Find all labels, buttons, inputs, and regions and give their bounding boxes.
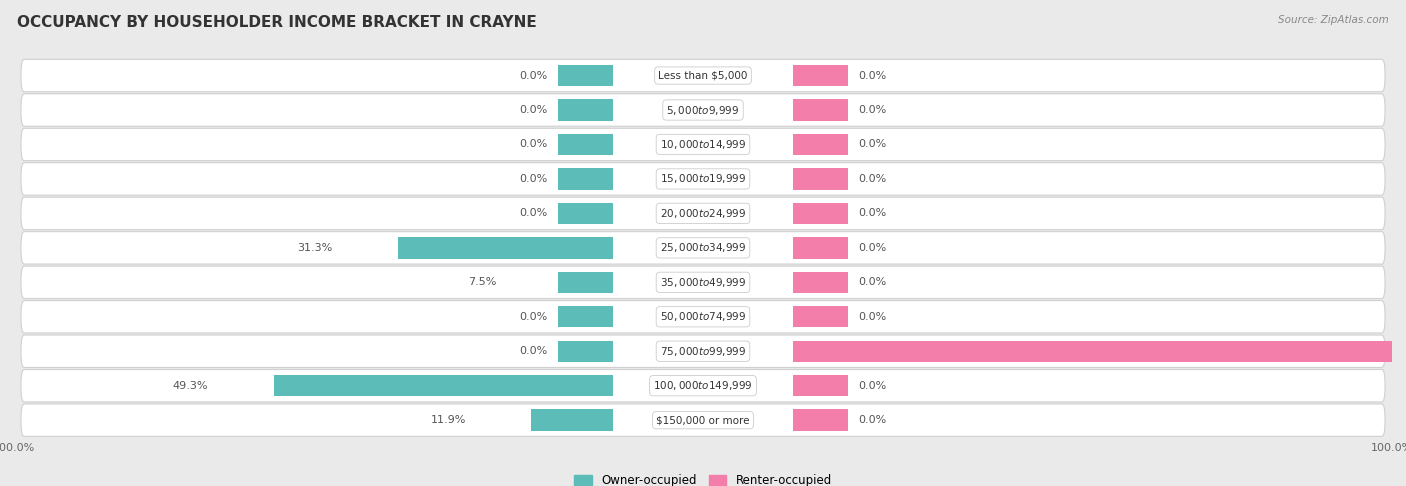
Text: 0.0%: 0.0% <box>858 139 886 150</box>
FancyBboxPatch shape <box>21 163 1385 195</box>
Text: Source: ZipAtlas.com: Source: ZipAtlas.com <box>1278 15 1389 25</box>
Text: 49.3%: 49.3% <box>173 381 208 391</box>
Text: $20,000 to $24,999: $20,000 to $24,999 <box>659 207 747 220</box>
Text: 0.0%: 0.0% <box>520 312 548 322</box>
Text: $50,000 to $74,999: $50,000 to $74,999 <box>659 310 747 323</box>
Text: 0.0%: 0.0% <box>858 381 886 391</box>
Legend: Owner-occupied, Renter-occupied: Owner-occupied, Renter-occupied <box>569 469 837 486</box>
Bar <box>558 134 613 155</box>
Text: 0.0%: 0.0% <box>858 415 886 425</box>
Bar <box>793 65 848 86</box>
Bar <box>793 410 848 431</box>
Bar <box>398 237 613 259</box>
FancyBboxPatch shape <box>21 335 1385 367</box>
Text: 0.0%: 0.0% <box>520 139 548 150</box>
Bar <box>793 306 848 328</box>
Text: 0.0%: 0.0% <box>520 346 548 356</box>
Text: 0.0%: 0.0% <box>520 174 548 184</box>
Text: 0.0%: 0.0% <box>858 278 886 287</box>
Bar <box>274 375 613 397</box>
Text: $75,000 to $99,999: $75,000 to $99,999 <box>659 345 747 358</box>
Text: 31.3%: 31.3% <box>297 243 332 253</box>
Bar <box>558 65 613 86</box>
FancyBboxPatch shape <box>21 266 1385 298</box>
Text: Less than $5,000: Less than $5,000 <box>658 70 748 81</box>
Text: 0.0%: 0.0% <box>520 208 548 218</box>
Text: $5,000 to $9,999: $5,000 to $9,999 <box>666 104 740 117</box>
Text: 0.0%: 0.0% <box>858 312 886 322</box>
Bar <box>793 99 848 121</box>
Text: $35,000 to $49,999: $35,000 to $49,999 <box>659 276 747 289</box>
Text: 0.0%: 0.0% <box>520 70 548 81</box>
Bar <box>793 341 1406 362</box>
Bar <box>793 341 848 362</box>
FancyBboxPatch shape <box>21 404 1385 436</box>
Bar <box>531 410 613 431</box>
Bar <box>558 272 613 293</box>
FancyBboxPatch shape <box>21 128 1385 161</box>
Text: 0.0%: 0.0% <box>858 70 886 81</box>
Text: 0.0%: 0.0% <box>858 174 886 184</box>
Bar <box>562 272 613 293</box>
Bar <box>558 375 613 397</box>
Text: $15,000 to $19,999: $15,000 to $19,999 <box>659 173 747 186</box>
Bar <box>793 168 848 190</box>
FancyBboxPatch shape <box>21 197 1385 229</box>
Bar <box>558 237 613 259</box>
Text: OCCUPANCY BY HOUSEHOLDER INCOME BRACKET IN CRAYNE: OCCUPANCY BY HOUSEHOLDER INCOME BRACKET … <box>17 15 537 30</box>
Text: $150,000 or more: $150,000 or more <box>657 415 749 425</box>
Bar <box>558 410 613 431</box>
Bar <box>793 134 848 155</box>
Bar <box>793 272 848 293</box>
Bar <box>558 203 613 224</box>
Text: 11.9%: 11.9% <box>430 415 465 425</box>
Bar <box>558 306 613 328</box>
Bar <box>558 341 613 362</box>
Bar <box>793 237 848 259</box>
Text: $25,000 to $34,999: $25,000 to $34,999 <box>659 242 747 254</box>
Text: 0.0%: 0.0% <box>520 105 548 115</box>
Text: 0.0%: 0.0% <box>858 105 886 115</box>
Bar <box>793 203 848 224</box>
FancyBboxPatch shape <box>21 369 1385 402</box>
Bar <box>793 375 848 397</box>
Bar <box>558 168 613 190</box>
Text: 0.0%: 0.0% <box>858 243 886 253</box>
FancyBboxPatch shape <box>21 94 1385 126</box>
FancyBboxPatch shape <box>21 300 1385 333</box>
Text: $10,000 to $14,999: $10,000 to $14,999 <box>659 138 747 151</box>
Text: 0.0%: 0.0% <box>858 208 886 218</box>
Text: 7.5%: 7.5% <box>468 278 496 287</box>
Bar <box>558 99 613 121</box>
FancyBboxPatch shape <box>21 59 1385 92</box>
FancyBboxPatch shape <box>21 232 1385 264</box>
Text: $100,000 to $149,999: $100,000 to $149,999 <box>654 379 752 392</box>
